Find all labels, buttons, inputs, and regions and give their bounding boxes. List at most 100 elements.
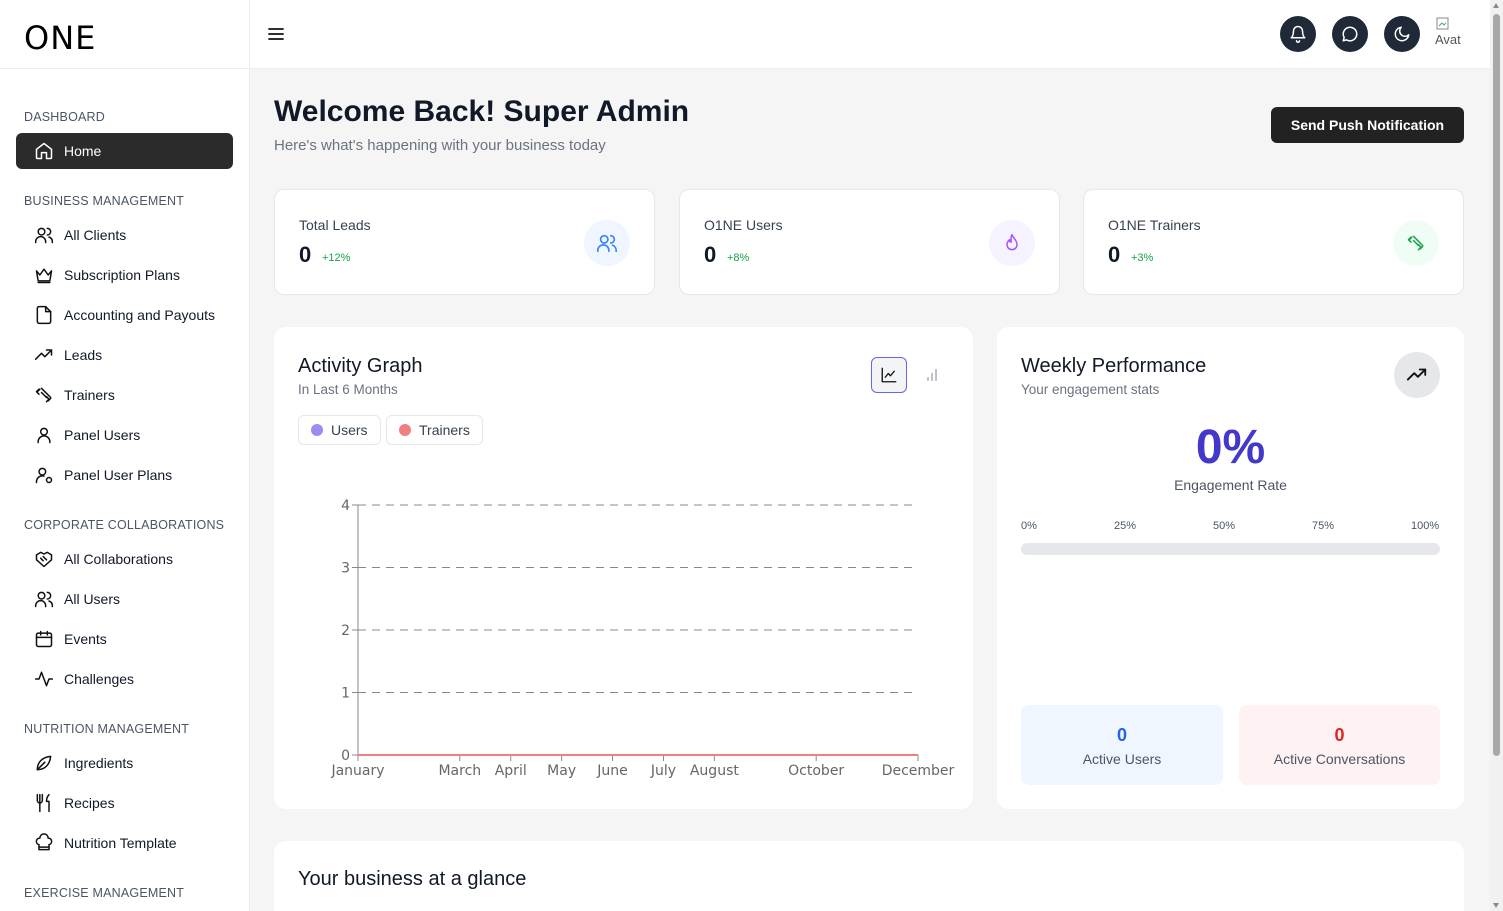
sidebar-item-leads[interactable]: Leads (16, 337, 233, 373)
bar-chart-toggle-button[interactable] (914, 357, 950, 393)
activity-title: Activity Graph (298, 355, 423, 377)
flame-icon (1006, 233, 1018, 251)
stat-card-total-leads: Total Leads 0 +12% (274, 189, 655, 295)
stat-card-o1ne-trainers: O1NE Trainers 0 +3% (1083, 189, 1464, 295)
y-tick-label: 2 (341, 623, 350, 639)
progress-tick: 75% (1312, 520, 1335, 532)
sidebar-item-label: Recipes (64, 795, 115, 811)
sidebar-item-accounting[interactable]: Accounting and Payouts (16, 297, 233, 333)
section-dashboard: DASHBOARD (24, 110, 105, 124)
crown-icon (35, 268, 53, 284)
activity-icon (34, 671, 54, 687)
file-icon (36, 305, 52, 325)
legend-dot (399, 424, 411, 436)
sidebar-item-home[interactable]: Home (16, 133, 233, 169)
active-users-card: 0 Active Users (1021, 705, 1223, 785)
sidebar-item-events[interactable]: Events (16, 621, 233, 657)
stat-label: Total Leads (299, 217, 371, 233)
utensils-icon (36, 793, 50, 813)
legend-label: Trainers (419, 422, 470, 438)
users-icon (34, 227, 54, 244)
x-tick-label: April (495, 763, 527, 779)
scroll-up-arrow-icon[interactable] (1493, 3, 1499, 8)
stat-icon-wrap (584, 220, 630, 266)
sidebar-item-challenges[interactable]: Challenges (16, 661, 233, 697)
engagement-rate-value: 0% (1195, 421, 1266, 474)
chef-hat-icon (35, 833, 53, 851)
progress-tick: 100% (1411, 520, 1440, 532)
line-chart-icon (881, 367, 897, 383)
message-circle-icon (1342, 26, 1358, 42)
home-icon (35, 142, 53, 160)
stat-change: +3% (1131, 252, 1154, 264)
sidebar-item-panel-users[interactable]: Panel Users (16, 417, 233, 453)
sidebar: ONE DASHBOARD Home BUSINESS MANAGEMENT A… (0, 0, 250, 911)
stat-change: +12% (322, 252, 351, 264)
activity-subtitle: In Last 6 Months (298, 382, 398, 397)
y-tick-label: 0 (341, 748, 350, 764)
y-tick-label: 1 (341, 686, 350, 702)
hamburger-icon (268, 28, 284, 40)
sidebar-item-all-collaborations[interactable]: All Collaborations (16, 541, 233, 577)
stat-change: +8% (727, 252, 750, 264)
progress-tick: 25% (1114, 520, 1137, 532)
avatar-alt-text: Avat (1435, 32, 1461, 47)
sidebar-item-label: All Collaborations (64, 551, 173, 567)
notifications-button[interactable] (1280, 16, 1316, 52)
sidebar-item-subscription-plans[interactable]: Subscription Plans (16, 257, 233, 293)
logo[interactable]: ONE (0, 0, 249, 69)
trending-button[interactable] (1394, 352, 1440, 398)
moon-icon (1394, 26, 1410, 42)
sidebar-item-nutrition-template[interactable]: Nutrition Template (16, 825, 233, 861)
page-title: Welcome Back! Super Admin (274, 95, 690, 128)
scroll-thumb[interactable] (1493, 14, 1500, 756)
page-subtitle: Here's what's happening with your busine… (274, 137, 606, 154)
avatar[interactable]: Avat (1435, 17, 1471, 51)
send-push-notification-button[interactable]: Send Push Notification (1271, 107, 1464, 143)
data-point (612, 754, 614, 756)
sidebar-item-label: Ingredients (64, 755, 134, 771)
sidebar-item-all-users[interactable]: All Users (16, 581, 233, 617)
sidebar-item-label: Challenges (64, 671, 135, 687)
sidebar-item-panel-user-plans[interactable]: Panel User Plans (16, 457, 233, 493)
page-scrollbar[interactable] (1490, 0, 1503, 911)
weekly-subtitle: Your engagement stats (1021, 382, 1160, 397)
data-point (561, 754, 563, 756)
engagement-progress-bar (1021, 543, 1440, 555)
messages-button[interactable] (1332, 16, 1368, 52)
sidebar-item-label: All Clients (64, 227, 127, 243)
engagement-rate-label: Engagement Rate (1174, 477, 1287, 493)
data-point (917, 754, 919, 756)
stat-card-o1ne-users: O1NE Users 0 +8% (679, 189, 1060, 295)
sidebar-item-trainers[interactable]: Trainers (16, 377, 233, 413)
active-conversations-label: Active Conversations (1273, 751, 1406, 767)
legend-trainers[interactable]: Trainers (386, 415, 483, 445)
progress-tick: 50% (1213, 520, 1236, 532)
sidebar-item-all-clients[interactable]: All Clients (16, 217, 233, 253)
calendar-icon (35, 630, 53, 648)
sidebar-item-label: Panel User Plans (64, 467, 173, 483)
y-tick-label: 3 (341, 561, 350, 577)
x-tick-label: July (650, 763, 676, 779)
sidebar-item-recipes[interactable]: Recipes (16, 785, 233, 821)
active-users-label: Active Users (1082, 751, 1162, 767)
activity-chart: 0 1 2 3 4 January March April May June July August O… (330, 498, 954, 779)
sidebar-item-ingredients[interactable]: Ingredients (16, 745, 233, 781)
stat-value: 0 (704, 242, 717, 267)
menu-toggle-button[interactable] (266, 24, 286, 44)
active-conversations-card: 0 Active Conversations (1239, 705, 1440, 785)
sidebar-item-label: Leads (64, 347, 103, 363)
x-tick-label: May (547, 763, 576, 779)
weekly-title: Weekly Performance (1021, 355, 1207, 377)
theme-toggle-button[interactable] (1384, 16, 1420, 52)
trending-up-icon (1406, 368, 1427, 381)
scroll-down-arrow-icon[interactable] (1493, 903, 1499, 908)
legend-users[interactable]: Users (298, 415, 381, 445)
users-icon (597, 234, 617, 253)
bell-icon (1290, 25, 1306, 43)
bar-chart-icon (927, 369, 937, 381)
line-chart-toggle-button[interactable] (871, 357, 907, 393)
handshake-icon (35, 551, 53, 568)
user-icon (37, 427, 51, 444)
progress-tick: 0% (1021, 520, 1037, 532)
